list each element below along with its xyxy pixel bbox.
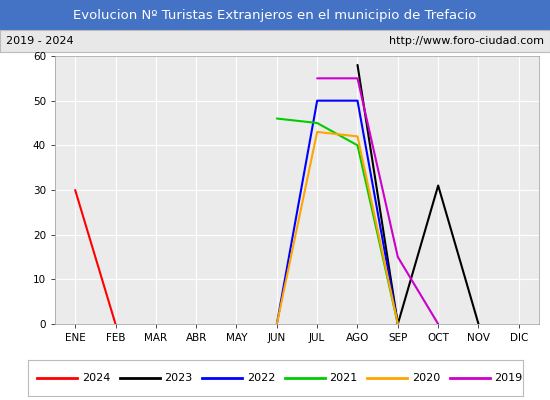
Text: Evolucion Nº Turistas Extranjeros en el municipio de Trefacio: Evolucion Nº Turistas Extranjeros en el … (73, 8, 477, 22)
Text: 2019: 2019 (494, 373, 522, 383)
Text: 2022: 2022 (247, 373, 276, 383)
Text: 2024: 2024 (82, 373, 111, 383)
Text: 2023: 2023 (164, 373, 192, 383)
Text: 2020: 2020 (412, 373, 440, 383)
Text: http://www.foro-ciudad.com: http://www.foro-ciudad.com (389, 36, 544, 46)
Text: 2021: 2021 (329, 373, 358, 383)
Text: 2019 - 2024: 2019 - 2024 (6, 36, 73, 46)
